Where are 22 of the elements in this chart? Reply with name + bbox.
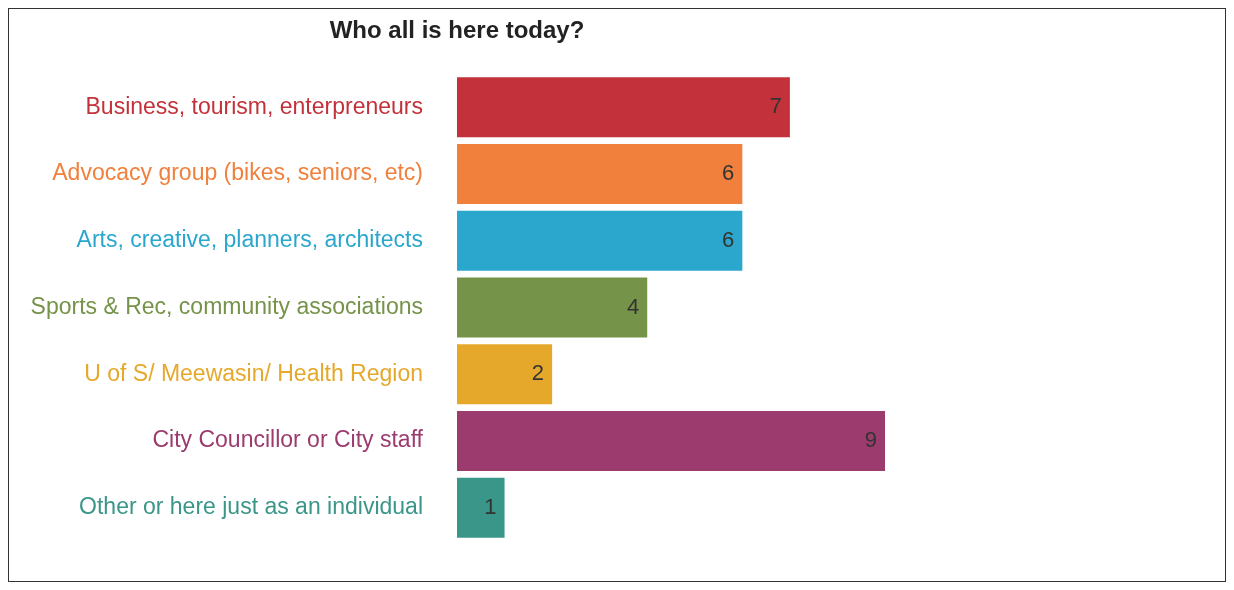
data-label: 7 bbox=[769, 93, 782, 119]
y-tick-label: City Councillor or City staff bbox=[152, 426, 424, 453]
y-tick-label: Sports & Rec, community associations bbox=[30, 292, 423, 319]
bar bbox=[457, 344, 553, 405]
bar bbox=[457, 77, 790, 138]
bar bbox=[457, 411, 885, 472]
y-tick-label: Arts, creative, planners, architects bbox=[76, 226, 423, 253]
y-tick-label: Business, tourism, enterpreneurs bbox=[85, 92, 423, 119]
y-tick-label: Advocacy group (bikes, seniors, etc) bbox=[52, 159, 423, 186]
data-label: 9 bbox=[864, 427, 877, 453]
bar bbox=[457, 143, 743, 204]
bar bbox=[457, 477, 505, 538]
data-label: 2 bbox=[531, 360, 545, 386]
data-label: 1 bbox=[484, 493, 497, 519]
bar bbox=[457, 210, 743, 271]
data-label: 6 bbox=[722, 160, 735, 186]
chart-title: Who all is here today? bbox=[329, 16, 585, 44]
y-tick-label: U of S/ Meewasin/ Health Region bbox=[84, 359, 423, 386]
bar bbox=[457, 277, 648, 338]
y-tick-label: Other or here just as an individual bbox=[79, 493, 423, 520]
data-label: 6 bbox=[722, 226, 735, 252]
data-label: 4 bbox=[626, 293, 640, 319]
